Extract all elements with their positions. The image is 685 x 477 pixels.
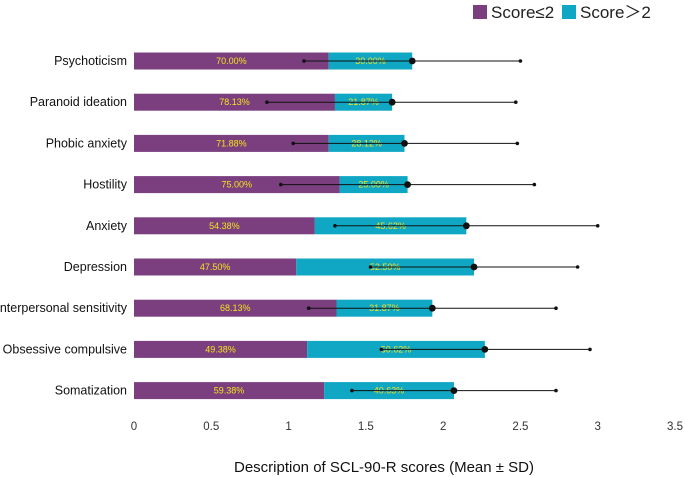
x-tick-label: 0.5 [203, 421, 219, 433]
bar-score-low [134, 93, 335, 111]
category-label: Paranoid ideation [30, 95, 127, 109]
x-tick-label: 3.5 [667, 421, 683, 433]
percent-label-score-low: 47.50% [200, 262, 231, 272]
category-label: Obsessive compulsive [3, 342, 127, 356]
bar-score-low [134, 299, 337, 317]
legend-label-score-high: Score＞2 [580, 3, 651, 22]
error-bar-high-point [588, 347, 592, 352]
error-bar-low-point [379, 347, 384, 352]
error-bar-low-point [279, 182, 283, 187]
category-label: Somatization [55, 384, 127, 398]
error-bar-low-point [291, 141, 296, 146]
error-bar-low-point [302, 59, 306, 63]
percent-label-score-low: 54.38% [209, 221, 240, 231]
category-label: Depression [64, 260, 127, 274]
category-label: Psychoticism [54, 54, 127, 68]
x-axis-ticks-group: 0 0.5 1 1.5 2 2.5 3 3.5 [131, 421, 683, 433]
bar-score-low [134, 217, 315, 235]
percent-label-score-low: 59.38% [214, 386, 245, 396]
mean-point [404, 181, 411, 189]
mean-point [470, 263, 478, 271]
x-axis-label: Description of SCL-90-R scores (Mean ± S… [234, 459, 534, 476]
x-tick-label: 0 [131, 421, 137, 433]
legend: Score≤2 Score＞2 [473, 3, 651, 22]
x-tick-label: 2.5 [512, 421, 528, 433]
mean-point [450, 387, 458, 394]
error-bar-low-point [368, 265, 373, 269]
percent-label-score-low: 71.88% [216, 138, 247, 148]
error-bar-low-point [265, 100, 269, 104]
error-bar-low-point [333, 224, 337, 228]
percent-label-score-low: 75.00% [222, 180, 253, 190]
error-bars-group [265, 57, 600, 394]
x-tick-label: 1.5 [358, 421, 374, 433]
mean-point [428, 304, 436, 312]
bar-score-low [134, 258, 297, 276]
error-bar-low-point [306, 306, 311, 311]
percent-label-score-low: 78.13% [219, 97, 250, 107]
category-labels-group: Psychoticism Paranoid ideation Phobic anxi… [0, 54, 128, 398]
percent-label-score-low: 49.38% [205, 344, 236, 354]
bar-score-low [134, 176, 340, 194]
mean-point [481, 346, 489, 353]
legend-swatch-score-high [562, 5, 576, 19]
bars-group: 70.00% 30.00%78.13% 21.87%71.88% 28.12%75.0… [134, 52, 485, 400]
x-tick-label: 3 [595, 421, 601, 433]
error-bar-high-point [554, 388, 558, 393]
error-bar-high-point [513, 100, 518, 104]
mean-point [401, 140, 408, 147]
category-label: Hostility [83, 178, 128, 192]
error-bar-high-point [595, 224, 600, 228]
error-bar-low-point [350, 388, 354, 393]
percent-label-score-low: 70.00% [216, 56, 247, 66]
percent-label-score-low: 68.13% [220, 303, 251, 313]
legend-swatch-score-low [473, 5, 487, 19]
bar-score-low [134, 382, 325, 400]
x-tick-label: 2 [440, 421, 446, 433]
error-bar-high-point [554, 306, 558, 311]
mean-point [408, 57, 416, 65]
x-tick-label: 1 [285, 421, 291, 433]
error-bar-high-point [532, 182, 537, 187]
mean-point [388, 98, 396, 106]
bar-score-low [134, 340, 308, 358]
error-bar-high-point [575, 265, 580, 269]
category-label: Phobic anxiety [46, 136, 128, 150]
bar-score-low [134, 134, 329, 152]
bar-score-low [134, 52, 329, 70]
error-bar-high-point [515, 141, 520, 146]
legend-label-score-low: Score≤2 [491, 3, 554, 22]
category-label: Interpersonal sensitivity [0, 301, 128, 315]
mean-point [462, 222, 470, 230]
error-bar-high-point [518, 59, 523, 63]
category-label: Anxiety [86, 219, 128, 233]
